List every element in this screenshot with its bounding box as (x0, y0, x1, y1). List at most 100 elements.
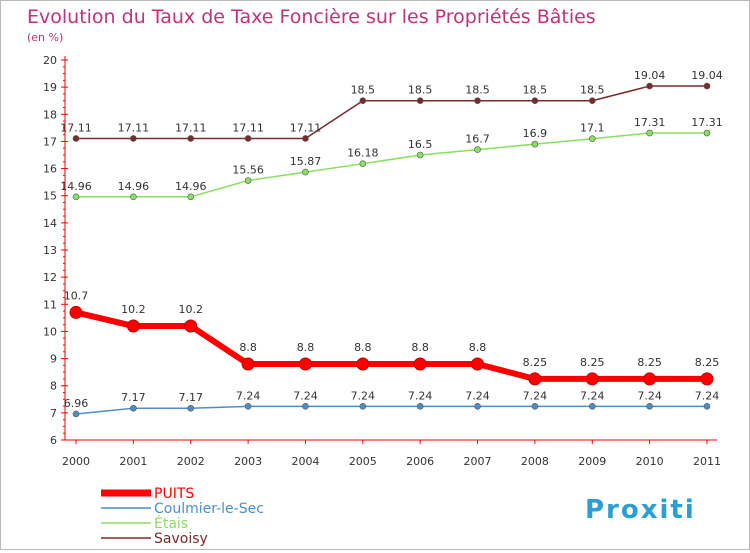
data-label: 8.8 (354, 341, 372, 354)
data-point (531, 97, 539, 105)
y-tick-label: 11 (43, 298, 57, 311)
legend-item: Étais (101, 515, 188, 532)
y-tick-label: 19 (43, 81, 57, 94)
data-point (416, 403, 424, 410)
data-point (646, 82, 653, 90)
data-point (244, 135, 252, 142)
data-label: 8.8 (239, 341, 257, 354)
data-label: 17.11 (175, 121, 207, 134)
y-tick-label: 10 (43, 325, 57, 338)
data-label: 10.7 (64, 289, 89, 302)
data-point (359, 160, 367, 167)
data-point (528, 372, 542, 386)
x-tick-label: 2004 (291, 455, 319, 468)
data-label: 16.5 (408, 138, 433, 151)
legend-item: PUITS (101, 486, 194, 502)
data-point (703, 129, 711, 137)
data-label: 18.5 (523, 84, 548, 97)
y-tick-label: 20 (43, 54, 57, 67)
data-point (187, 135, 195, 142)
data-point (302, 168, 309, 176)
chart-title: Evolution du Taux de Taxe Foncière sur l… (27, 6, 596, 28)
legend-label: Étais (154, 515, 188, 532)
y-tick-label: 9 (50, 353, 57, 366)
legend-item: Coulmier-le-Sec (101, 501, 264, 517)
data-label: 7.24 (293, 389, 318, 402)
data-point (72, 135, 80, 142)
data-label: 7.24 (637, 389, 662, 402)
data-label: 17.1 (580, 122, 605, 135)
data-point (72, 410, 80, 418)
data-label: 7.17 (178, 391, 203, 404)
data-label: 14.96 (60, 180, 92, 193)
data-label: 7.24 (351, 389, 376, 402)
data-label: 7.17 (121, 391, 146, 404)
data-label: 15.56 (232, 164, 264, 177)
data-point (474, 403, 481, 410)
data-label: 8.8 (411, 341, 429, 354)
data-point (646, 129, 653, 137)
y-tick-label: 8 (50, 380, 57, 393)
data-label: 19.04 (691, 69, 723, 82)
data-label: 10.2 (121, 303, 146, 316)
data-point (126, 319, 140, 333)
legend-label: Coulmier-le-Sec (154, 501, 264, 517)
data-label: 8.25 (523, 356, 548, 369)
axes: 6 7 8 9 10 11 12 13 14 15 16 17 18 19 20 2000 2001 2002 20… (43, 54, 721, 468)
data-point (241, 357, 255, 371)
data-label: 8.8 (469, 341, 487, 354)
y-tick-label: 6 (50, 434, 57, 447)
data-label: 17.31 (634, 116, 666, 129)
logo-text: Proxiti (585, 495, 696, 525)
data-point (643, 372, 657, 386)
x-tick-label: 2008 (521, 455, 549, 468)
x-tick-label: 2001 (119, 455, 147, 468)
proxiti-logo: Proxiti (585, 495, 696, 525)
data-point (130, 404, 137, 412)
data-point (72, 193, 80, 201)
x-tick-label: 2007 (464, 455, 492, 468)
data-point (588, 135, 596, 143)
data-point (130, 193, 137, 201)
data-label: 16.7 (465, 133, 490, 146)
y-tick-label: 12 (43, 271, 57, 284)
x-tick-label: 2009 (578, 455, 606, 468)
legend-label: Savoisy (154, 531, 208, 547)
data-label: 17.11 (60, 121, 92, 134)
series--tais: 14.96 14.96 14.96 15.56 15.87 16.18 16.5 16.7 16… (60, 116, 723, 201)
data-label: 17.31 (691, 116, 723, 129)
data-label: 7.24 (523, 389, 548, 402)
x-tick-label: 2005 (349, 455, 377, 468)
data-point (531, 403, 539, 410)
data-label: 19.04 (634, 69, 666, 82)
data-point (531, 140, 539, 148)
data-point (588, 403, 596, 410)
data-label: 10.2 (178, 303, 203, 316)
data-label: 16.18 (347, 147, 379, 160)
data-point (588, 97, 596, 105)
data-label: 8.25 (695, 356, 720, 369)
data-point (703, 403, 711, 410)
data-point (413, 357, 427, 371)
series-puits: 10.7 10.2 10.2 8.8 8.8 8.8 8.8 8.8 8.25 8.25 8.25 8… (64, 289, 720, 386)
series-line (75, 309, 707, 382)
data-label: 17.11 (118, 121, 150, 134)
data-label: 16.9 (523, 127, 548, 140)
data-label: 7.24 (236, 389, 261, 402)
data-label: 18.5 (408, 84, 433, 97)
data-point (302, 135, 309, 142)
data-point (585, 372, 599, 386)
data-label: 14.96 (175, 180, 207, 193)
y-tick-label: 16 (43, 163, 57, 176)
data-point (69, 305, 83, 319)
data-point (244, 403, 252, 410)
legend-item: Savoisy (101, 531, 208, 547)
data-point (416, 97, 424, 105)
series-savoisy: 17.11 17.11 17.11 17.11 17.11 18.5 18.5 18.5 18.… (60, 69, 723, 142)
data-point (700, 372, 714, 386)
data-label: 15.87 (290, 155, 322, 168)
x-tick-label: 2002 (177, 455, 205, 468)
data-label: 18.5 (580, 84, 605, 97)
